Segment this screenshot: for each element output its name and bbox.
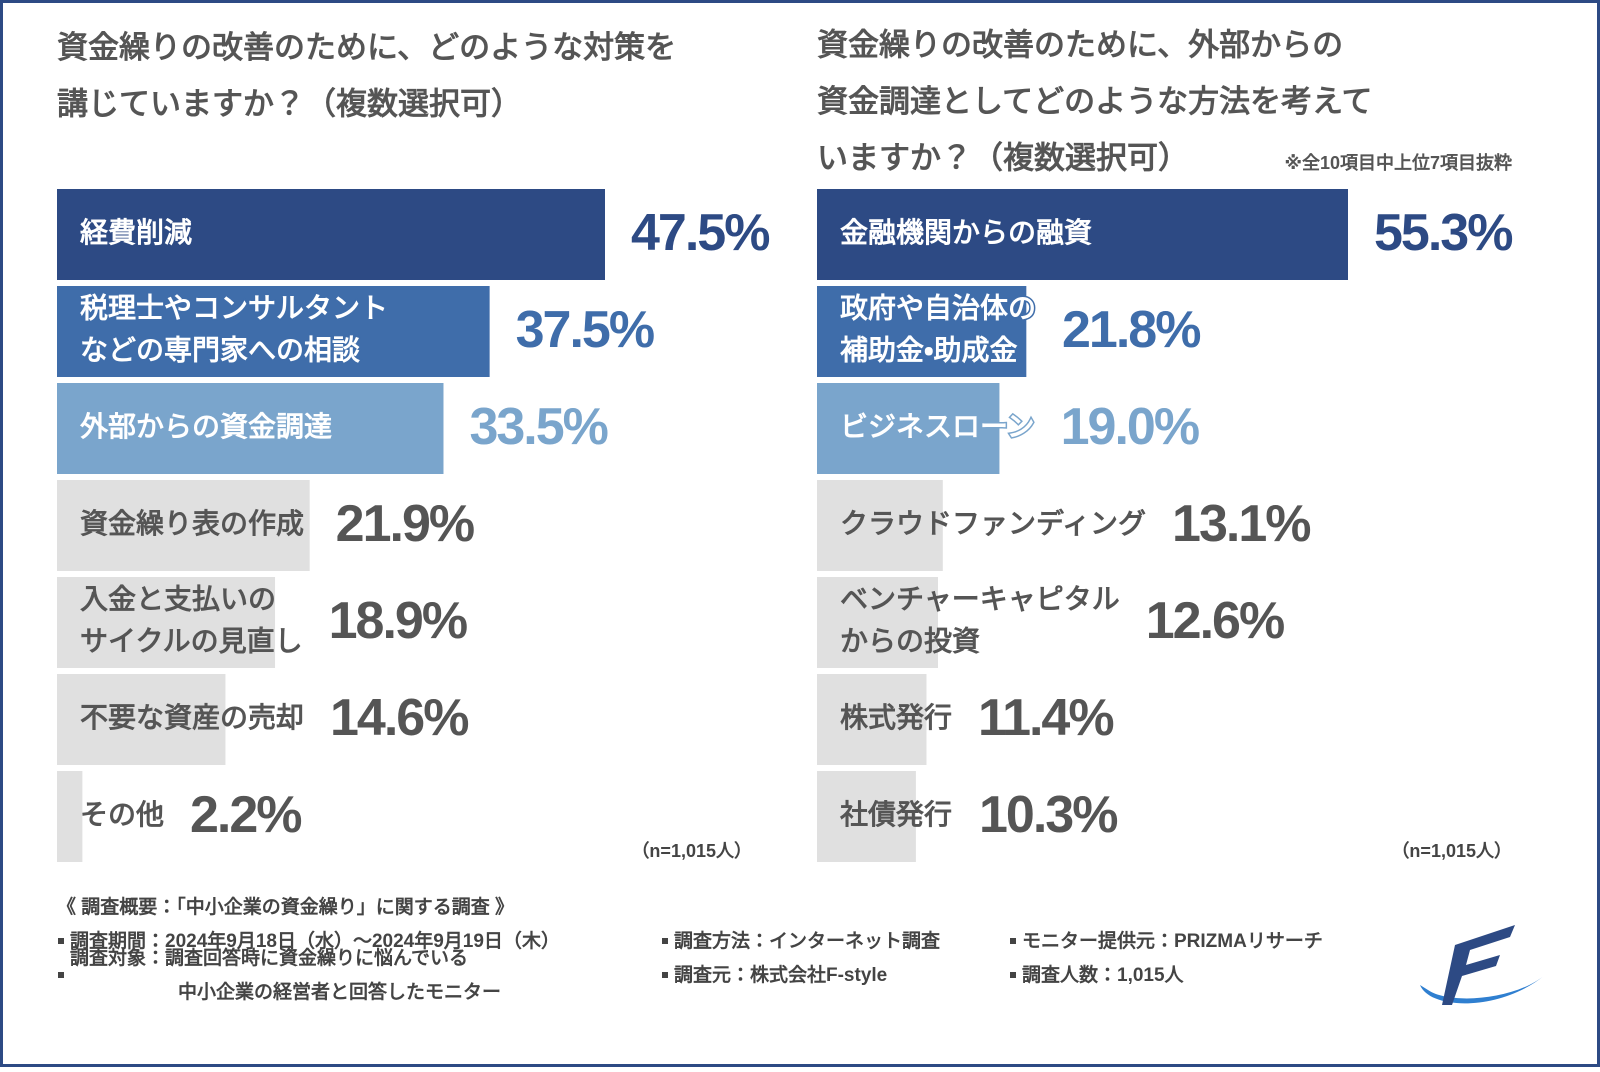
sample-note: （n=1,015人）: [1391, 841, 1512, 861]
value-label: 13.1%: [1172, 495, 1310, 553]
bullet: [58, 972, 64, 978]
category-label: その他: [80, 799, 164, 830]
bar-chart: 資金繰りの改善のために、外部からの資金調達としてどのような方法を考えていますか？…: [817, 28, 1514, 862]
bar: [817, 480, 943, 571]
logo: [1420, 925, 1545, 1005]
category-label: 税理士やコンサルタントなどの専門家への相談: [80, 292, 388, 366]
bar: [817, 189, 1348, 280]
footer-item: 調査方法：インターネット調査: [674, 929, 941, 952]
value-label: 10.3%: [979, 786, 1117, 844]
footer-item: 調査期間：2024年9月18日（水）～2024年9月19日（木）: [70, 929, 560, 952]
category-label: 株式発行: [840, 701, 952, 733]
category-label: クラウドファンディング: [840, 507, 1146, 539]
value-label: 18.9%: [329, 592, 467, 650]
value-label: 11.4%: [978, 689, 1113, 747]
value-label: 37.5%: [516, 301, 654, 359]
logo-swoosh: [1420, 975, 1545, 1004]
sample-note: （n=1,015人）: [631, 841, 752, 861]
bar-chart: 資金繰りの改善のために、どのような対策を講じていますか？（複数選択可） 経費削減 4…: [57, 30, 771, 862]
chart-title: 資金繰りの改善のために、どのような対策を講じていますか？（複数選択可）: [57, 30, 676, 122]
bar: [57, 480, 310, 571]
category-label: 資金繰り表の作成: [80, 508, 304, 539]
footer-item: モニター提供元：PRIZMAリサーチ: [1022, 929, 1323, 952]
category-label: ベンチャーキャピタルからの投資: [840, 584, 1120, 657]
category-label: 不要な資産の売却: [80, 702, 304, 733]
charts: 資金繰りの改善のために、どのような対策を講じていますか？（複数選択可） 経費削減 4…: [57, 28, 1514, 862]
value-label: 21.9%: [336, 495, 474, 553]
value-label: 14.6%: [330, 689, 468, 747]
bar: [57, 771, 83, 862]
value-label: 55.3%: [1374, 204, 1512, 262]
bar: [57, 674, 226, 765]
bar: [817, 674, 927, 765]
footer-item: 調査対象：調査回答時に資金繰りに悩んでいる中小企業の経営者と回答したモニター: [70, 946, 501, 1003]
category-label: 外部からの資金調達: [79, 411, 332, 442]
value-label: 19.0%: [1061, 398, 1199, 456]
bar: [817, 286, 1027, 377]
category-label: ビジネスローン: [840, 411, 1035, 442]
value-label: 2.2%: [190, 786, 301, 844]
bar: [817, 771, 916, 862]
footer-bullets: [58, 938, 1016, 978]
category-label: 経費削減: [79, 217, 192, 248]
logo-letter: [1442, 925, 1515, 1005]
bullet: [662, 972, 668, 978]
bar: [817, 577, 938, 668]
footer-item: 調査人数：1,015人: [1022, 963, 1185, 986]
bar: [57, 189, 605, 280]
bullet: [1010, 938, 1016, 944]
category-label: 入金と支払いのサイクルの見直し: [80, 584, 303, 657]
bar: [817, 383, 1000, 474]
chart-title: 資金繰りの改善のために、外部からの資金調達としてどのような方法を考えていますか？…: [817, 28, 1373, 176]
footer-item: 調査元：株式会社F-style: [674, 963, 887, 986]
footer-heading: 《 調査概要：「中小企業の資金繰り」に関する調査 》: [57, 895, 514, 918]
chart-note: ※全10項目中上位7項目抜粋: [1284, 152, 1512, 173]
value-label: 33.5%: [469, 398, 607, 456]
bullet: [58, 938, 64, 944]
value-label: 21.8%: [1062, 301, 1200, 359]
bar: [57, 577, 276, 668]
value-label: 47.5%: [631, 204, 769, 262]
bar: [57, 383, 444, 474]
category-label: 社債発行: [839, 798, 952, 830]
category-label: 金融機関からの融資: [840, 217, 1092, 248]
category-label: 政府や自治体の補助金・助成金: [840, 293, 1036, 366]
bullet: [662, 938, 668, 944]
bullet: [1010, 972, 1016, 978]
value-label: 12.6%: [1146, 592, 1284, 650]
bar: [57, 286, 490, 377]
